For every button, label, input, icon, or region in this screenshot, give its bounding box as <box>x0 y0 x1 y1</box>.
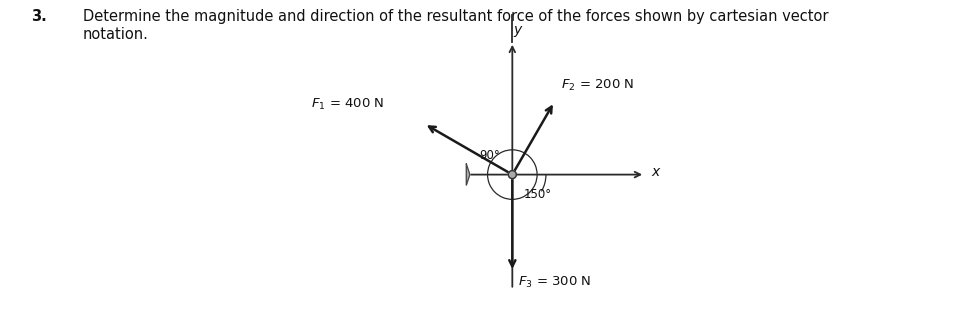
Text: y: y <box>514 22 522 37</box>
Polygon shape <box>466 164 470 185</box>
Text: Determine the magnitude and direction of the resultant force of the forces shown: Determine the magnitude and direction of… <box>83 9 828 42</box>
Text: $F_{1}$ = 400 N: $F_{1}$ = 400 N <box>311 97 384 112</box>
Text: $F_{2}$ = 200 N: $F_{2}$ = 200 N <box>562 78 635 93</box>
Text: x: x <box>651 165 659 179</box>
Circle shape <box>508 171 517 178</box>
Text: 150°: 150° <box>524 188 552 201</box>
Text: 3.: 3. <box>31 9 47 24</box>
Text: $F_{3}$ = 300 N: $F_{3}$ = 300 N <box>518 275 591 290</box>
Text: 90°: 90° <box>479 149 500 162</box>
